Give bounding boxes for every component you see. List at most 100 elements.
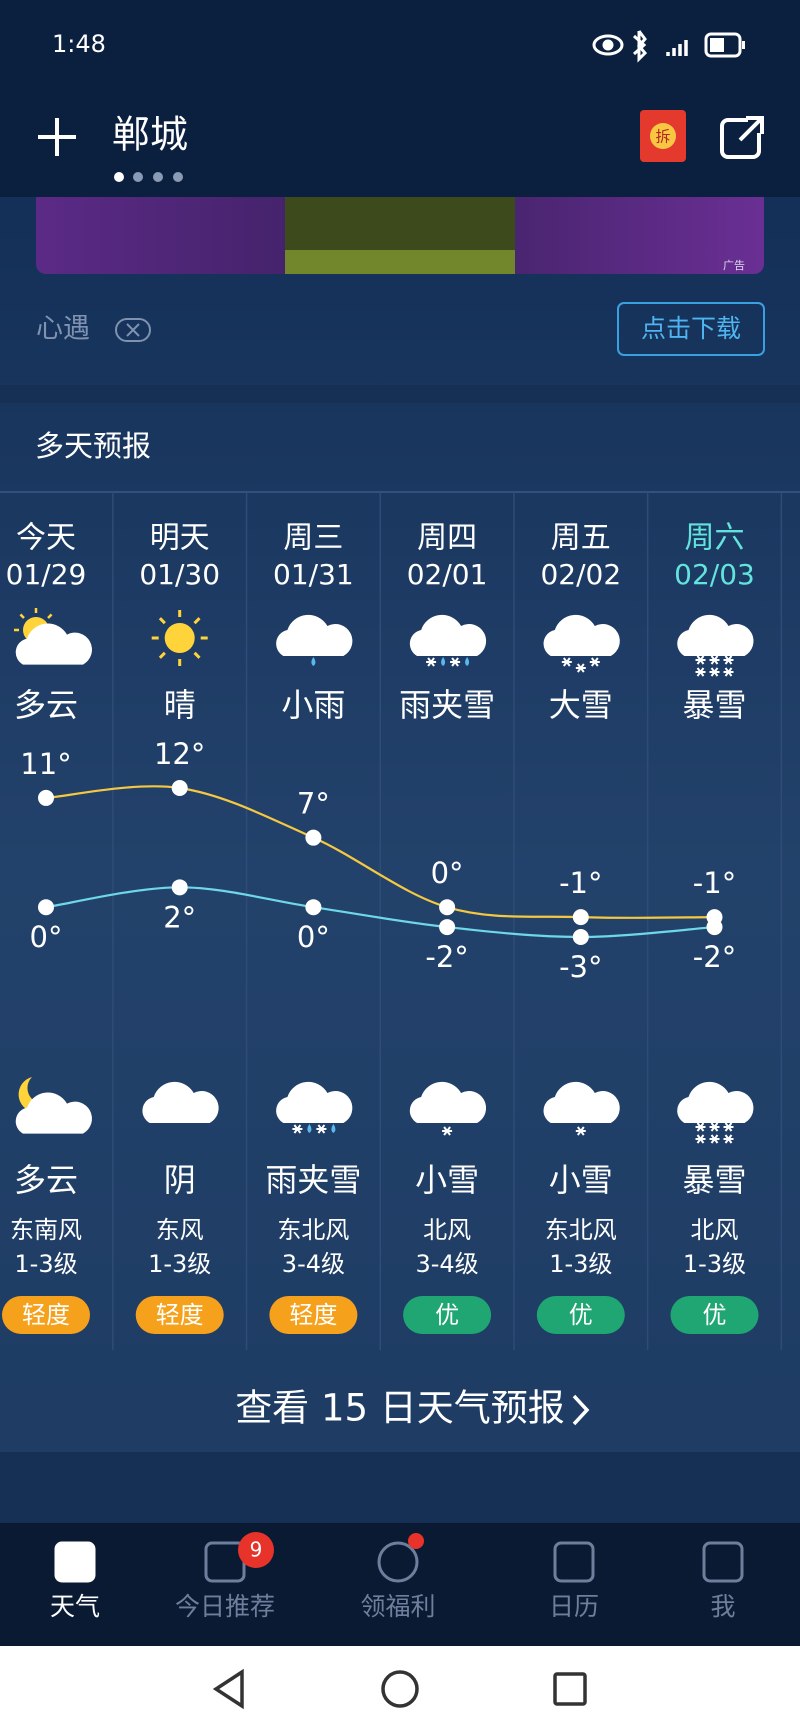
aqi-badge bbox=[403, 1296, 492, 1334]
tab[interactable]: 天气 bbox=[50, 1541, 100, 1621]
night-weather: 多云 bbox=[14, 1161, 78, 1199]
wind-dir: 东北风 bbox=[545, 1216, 617, 1244]
tab[interactable]: 日历 bbox=[549, 1541, 599, 1621]
ad-button[interactable] bbox=[617, 302, 765, 356]
high-point bbox=[572, 909, 589, 926]
wind-level: 1-3级 bbox=[14, 1250, 77, 1278]
tab-label: 日历 bbox=[549, 1592, 599, 1621]
aqi-badge bbox=[269, 1296, 358, 1334]
sun-ray bbox=[158, 651, 166, 659]
tab[interactable]: 我 bbox=[702, 1541, 744, 1621]
cloud bbox=[409, 614, 487, 656]
aqi-badge bbox=[670, 1296, 759, 1334]
more-forecast-link[interactable]: 查看 15 日天气预报 bbox=[235, 1387, 565, 1430]
tab-badge bbox=[238, 1532, 274, 1568]
day-name: 明天 bbox=[150, 521, 210, 556]
wind-level: 1-3级 bbox=[683, 1250, 746, 1278]
ad-image-glow bbox=[285, 250, 515, 274]
section-gap bbox=[0, 1452, 800, 1523]
day-weather: 雨夹雪 bbox=[399, 686, 495, 724]
status-time: 1:48 bbox=[52, 30, 106, 58]
cloud bbox=[409, 1081, 487, 1123]
high-point bbox=[38, 789, 54, 806]
sun-ray bbox=[47, 613, 53, 619]
snowflake bbox=[589, 657, 600, 667]
snowflake bbox=[709, 1122, 720, 1132]
tab-icon bbox=[553, 1541, 595, 1583]
page-dots bbox=[114, 172, 183, 182]
low-point bbox=[439, 919, 456, 936]
wind-level: 3-4级 bbox=[282, 1250, 345, 1278]
low-point bbox=[171, 879, 188, 896]
weather-icon bbox=[677, 1081, 754, 1144]
tabs: 天气 今日推荐 9 领福利 日历 我 bbox=[50, 1532, 744, 1621]
snowflake bbox=[709, 667, 720, 677]
aqi-label: 优 bbox=[435, 1301, 459, 1329]
weather-icon bbox=[543, 614, 620, 673]
day-weather: 大雪 bbox=[549, 686, 613, 724]
low-label: 0° bbox=[297, 920, 330, 954]
weather-icon bbox=[409, 1081, 487, 1136]
sun-ray bbox=[193, 651, 201, 659]
day-weather: 小雨 bbox=[281, 686, 345, 724]
low-point bbox=[572, 929, 589, 945]
sun bbox=[164, 623, 195, 653]
cloud bbox=[543, 614, 620, 656]
tab-dot bbox=[408, 1533, 424, 1549]
snowflake bbox=[561, 657, 572, 667]
share-icon[interactable] bbox=[720, 116, 764, 159]
cloud bbox=[677, 614, 754, 656]
day-name: 周三 bbox=[283, 521, 343, 556]
high-point bbox=[171, 780, 188, 796]
tab-icon bbox=[54, 1541, 96, 1583]
tab[interactable]: 今日推荐 9 bbox=[175, 1532, 275, 1621]
low-point bbox=[706, 919, 723, 936]
red-packet-coin bbox=[650, 123, 676, 149]
day-name: 今天 bbox=[16, 521, 76, 556]
day-date: 02/01 bbox=[407, 558, 488, 591]
day-date: 01/30 bbox=[139, 558, 220, 591]
ad-tag: 广告 bbox=[723, 259, 745, 272]
wind-dir: 东北风 bbox=[277, 1216, 349, 1244]
cloud bbox=[276, 1081, 353, 1123]
nav-recent[interactable] bbox=[553, 1672, 587, 1706]
high-label: 11° bbox=[20, 747, 71, 781]
tab[interactable]: 领福利 bbox=[360, 1533, 436, 1621]
snowflake bbox=[450, 657, 461, 667]
snowflake bbox=[575, 663, 586, 673]
night-weather: 雨夹雪 bbox=[265, 1161, 361, 1199]
high-curve bbox=[45, 785, 715, 919]
section-gap bbox=[0, 385, 800, 403]
high-label: -1° bbox=[693, 866, 736, 900]
nav-back[interactable] bbox=[212, 1668, 244, 1710]
day-name: 周六 bbox=[685, 521, 745, 556]
snowflake bbox=[575, 1126, 586, 1136]
ad-close[interactable] bbox=[115, 318, 151, 342]
snowflake bbox=[695, 655, 706, 665]
snowflake bbox=[723, 1134, 734, 1144]
aqi-label: 轻度 bbox=[289, 1301, 337, 1329]
weather-icon bbox=[543, 1081, 620, 1136]
raindrop bbox=[331, 1124, 336, 1133]
raindrop bbox=[307, 1124, 312, 1133]
low-label: -2° bbox=[693, 940, 736, 974]
wind-level: 1-3级 bbox=[549, 1250, 612, 1278]
cloud bbox=[276, 614, 353, 656]
add-city-icon[interactable] bbox=[38, 118, 76, 156]
nav-home[interactable] bbox=[381, 1670, 419, 1708]
weather-icon bbox=[15, 1077, 92, 1134]
weather-icon bbox=[142, 1081, 219, 1123]
snowflake bbox=[442, 1126, 453, 1136]
day-weather: 晴 bbox=[164, 686, 196, 724]
night-weather: 暴雪 bbox=[682, 1161, 746, 1199]
low-label: 2° bbox=[163, 900, 196, 934]
high-label: 0° bbox=[431, 856, 464, 890]
city-name: 郸城 bbox=[112, 113, 188, 157]
wind-level: 3-4级 bbox=[415, 1250, 478, 1278]
day-date: 01/31 bbox=[273, 558, 354, 591]
snowflake bbox=[695, 1122, 706, 1132]
snowflake bbox=[695, 1134, 706, 1144]
aqi-label: 优 bbox=[703, 1301, 727, 1329]
sun-ray bbox=[19, 613, 25, 619]
snowflake bbox=[723, 1122, 734, 1132]
